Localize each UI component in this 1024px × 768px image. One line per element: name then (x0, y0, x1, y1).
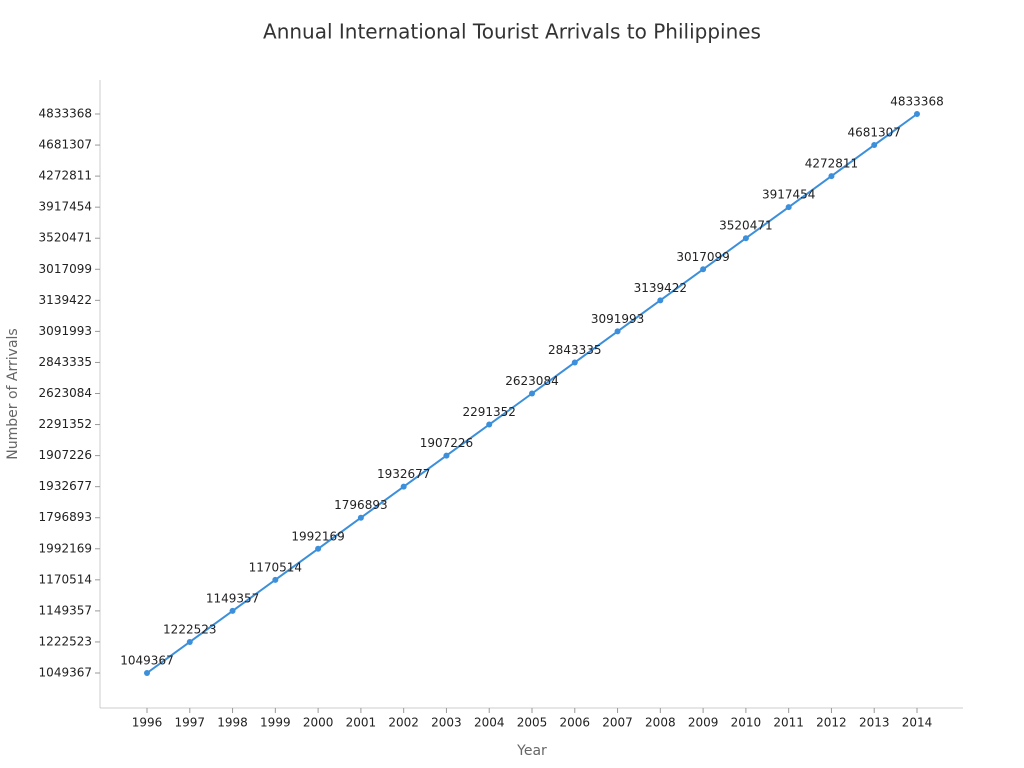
x-tick-label: 1999 (260, 716, 291, 730)
x-tick-label: 2006 (560, 716, 591, 730)
point (529, 390, 535, 397)
y-axis-label: Number of Arrivals (5, 328, 21, 459)
y-tick-label: 1796893 (39, 510, 92, 524)
data-label: 1149357 (206, 591, 259, 605)
data-label: 1170514 (249, 560, 302, 574)
x-tick-label: 2001 (346, 716, 377, 730)
x-tick-label: 1997 (175, 716, 206, 730)
data-label: 3017099 (676, 250, 729, 264)
x-tick-label: 2014 (902, 716, 933, 730)
x-tick-label: 2009 (688, 716, 719, 730)
x-tick-label: 2010 (731, 716, 762, 730)
x-axis-label: Year (516, 743, 547, 759)
point (700, 266, 707, 273)
x-tick-label: 2004 (474, 716, 505, 730)
point (144, 670, 150, 676)
y-tick-label: 3139422 (39, 293, 92, 307)
y-tick-label: 1149357 (39, 603, 92, 617)
point (614, 328, 621, 335)
point (871, 142, 878, 149)
y-tick-label: 1170514 (39, 572, 92, 586)
x-tick-label: 2011 (773, 716, 804, 730)
data-label: 3917454 (762, 188, 815, 202)
y-tick-label: 3091993 (39, 324, 92, 338)
y-tick-label: 1932677 (39, 479, 92, 493)
y-tick-label: 2843335 (39, 355, 92, 369)
data-label: 1222523 (163, 622, 216, 636)
data-label: 1796893 (334, 498, 387, 512)
y-tick-label: 4681307 (39, 138, 92, 152)
data-label: 3139422 (634, 281, 687, 295)
x-tick-label: 2000 (303, 716, 334, 730)
x-tick-label: 1998 (217, 716, 248, 730)
data-label: 4681307 (847, 126, 900, 140)
point (357, 514, 364, 521)
y-tick-label: 3917454 (39, 200, 92, 214)
y-tick-label: 1907226 (39, 448, 92, 462)
data-label: 1932677 (377, 467, 430, 481)
data-label: 1992169 (291, 529, 344, 543)
y-tick-label: 1049367 (39, 666, 92, 680)
point (742, 235, 749, 242)
x-tick-label: 2005 (517, 716, 548, 730)
point (229, 607, 236, 614)
x-tick-label: 2008 (645, 716, 676, 730)
y-tick-label: 2623084 (39, 386, 92, 400)
y-tick-label: 2291352 (39, 417, 92, 431)
data-label: 4272811 (805, 157, 858, 171)
data-label: 1049367 (120, 654, 173, 668)
point (571, 359, 578, 366)
point (443, 452, 450, 459)
data-label: 2843335 (548, 343, 601, 357)
point (657, 297, 664, 304)
y-tick-label: 4272811 (39, 169, 92, 183)
point (400, 483, 407, 490)
x-tick-label: 2012 (816, 716, 847, 730)
y-tick-label: 3017099 (39, 262, 92, 276)
data-label: 3520471 (719, 219, 772, 233)
x-tick-label: 2007 (602, 716, 633, 730)
point (315, 545, 322, 552)
x-tick-label: 1996 (132, 716, 163, 730)
data-label: 2291352 (462, 405, 515, 419)
x-tick-label: 2003 (431, 716, 462, 730)
data-label: 3091993 (591, 312, 644, 326)
x-tick-label: 2013 (859, 716, 890, 730)
point (186, 638, 193, 645)
point (785, 204, 792, 211)
y-tick-label: 1222523 (39, 634, 92, 648)
y-tick-label: 4833368 (39, 107, 92, 121)
y-tick-label: 3520471 (39, 231, 92, 245)
point (914, 111, 920, 117)
data-label: 4833368 (890, 95, 943, 109)
data-label: 2623084 (505, 374, 558, 388)
chart-title: Annual International Tourist Arrivals to… (263, 20, 761, 44)
y-tick-label: 1992169 (39, 541, 92, 555)
data-label: 1907226 (420, 436, 473, 450)
point (486, 421, 493, 428)
x-tick-label: 2002 (388, 716, 419, 730)
point (828, 173, 835, 180)
point (272, 576, 279, 583)
